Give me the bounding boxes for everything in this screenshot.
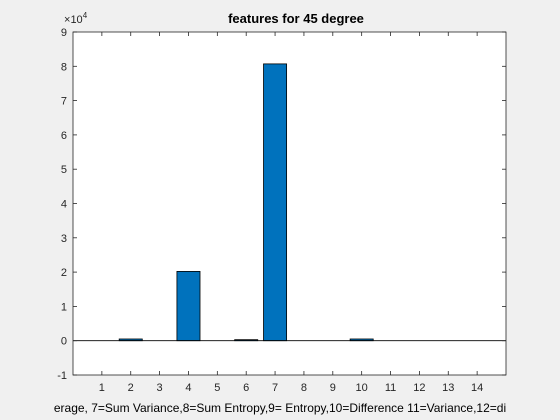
x-tick-label-3: 3	[157, 382, 163, 394]
y-tick-label: 7	[61, 96, 67, 108]
y-tick-label: 8	[61, 61, 67, 73]
y-exponent-power: 4	[83, 11, 88, 20]
axes-background	[73, 32, 506, 375]
x-tick-label-4: 4	[185, 382, 191, 394]
y-tick-label: 9	[61, 27, 67, 39]
y-tick-label: 6	[61, 130, 67, 142]
y-tick-label: 2	[61, 267, 67, 279]
x-tick-label-8: 8	[301, 382, 307, 394]
bar-4	[176, 271, 201, 342]
y-tick-label: 5	[61, 164, 67, 176]
y-tick-label: 4	[61, 199, 67, 211]
x-ticks-group: 1 2 3 4 5 6 7 8 9 10 11 12 13 14	[99, 32, 483, 394]
y-ticks-group: -1 0 1 2 3 4 5 6 7 8 9	[57, 27, 506, 382]
x-tick-label-9: 9	[330, 382, 336, 394]
y-tick-label: 3	[61, 233, 67, 245]
bar-7	[263, 63, 288, 342]
y-multiplier-prefix: ×	[64, 14, 70, 26]
x-tick-label-12: 12	[413, 382, 425, 394]
y-tick-label: 0	[61, 336, 67, 348]
x-axis-label: erage, 7=Sum Variance,8=Sum Entropy,9= E…	[54, 401, 506, 415]
y-exponent-base: 10	[70, 14, 82, 26]
x-tick-label-11: 11	[385, 382, 396, 394]
y-tick-label: -1	[57, 370, 67, 382]
x-tick-label-6: 6	[243, 382, 249, 394]
x-tick-label-7: 7	[272, 382, 278, 394]
chart-title: features for 45 degree	[228, 11, 364, 26]
x-tick-label-13: 13	[442, 382, 454, 394]
x-tick-label-14: 14	[471, 382, 483, 394]
x-tick-label-2: 2	[128, 382, 134, 394]
x-tick-label-10: 10	[356, 382, 368, 394]
y-tick-label: 1	[61, 301, 67, 313]
bars-group	[118, 63, 374, 342]
y-exponent-label: ×104	[64, 11, 88, 26]
x-tick-label-5: 5	[214, 382, 220, 394]
x-tick-label-1: 1	[99, 382, 105, 394]
